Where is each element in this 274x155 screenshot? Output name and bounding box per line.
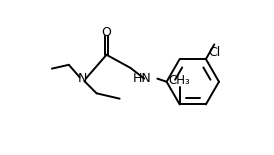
Text: O: O xyxy=(102,26,112,39)
Text: HN: HN xyxy=(133,72,152,85)
Text: N: N xyxy=(78,72,87,85)
Text: CH₃: CH₃ xyxy=(169,74,191,87)
Text: Cl: Cl xyxy=(208,46,221,59)
